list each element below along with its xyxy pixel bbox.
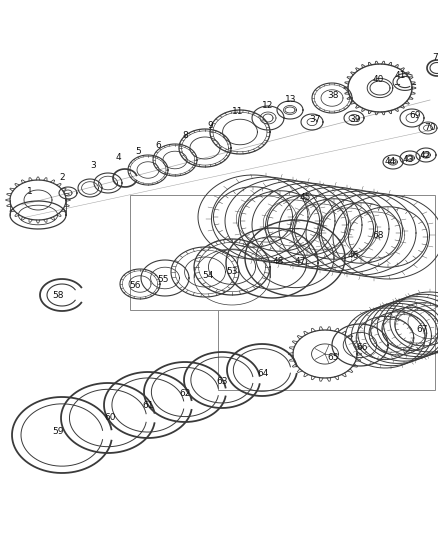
Text: 54: 54 bbox=[202, 271, 213, 280]
Text: 1: 1 bbox=[27, 188, 33, 197]
Text: 45: 45 bbox=[299, 193, 310, 203]
Text: 12: 12 bbox=[262, 101, 273, 109]
Text: 47: 47 bbox=[293, 257, 305, 266]
Text: 38: 38 bbox=[326, 91, 338, 100]
Text: 43: 43 bbox=[401, 156, 413, 165]
Text: 13: 13 bbox=[285, 95, 296, 104]
Text: 44: 44 bbox=[384, 157, 395, 166]
Text: 48: 48 bbox=[272, 257, 283, 266]
Text: 55: 55 bbox=[157, 276, 168, 285]
Text: 37: 37 bbox=[308, 116, 320, 125]
Text: 6: 6 bbox=[155, 141, 160, 149]
Text: 41: 41 bbox=[393, 70, 405, 79]
Text: 46: 46 bbox=[346, 251, 358, 260]
Text: 4: 4 bbox=[115, 154, 120, 163]
Text: 63: 63 bbox=[216, 377, 227, 386]
Text: 59: 59 bbox=[52, 427, 64, 437]
Text: 40: 40 bbox=[371, 76, 383, 85]
Text: 64: 64 bbox=[257, 368, 268, 377]
Text: 70: 70 bbox=[423, 124, 435, 133]
Text: 2: 2 bbox=[59, 173, 65, 182]
Text: 60: 60 bbox=[104, 414, 116, 423]
Text: 62: 62 bbox=[179, 389, 190, 398]
Text: 69: 69 bbox=[408, 110, 420, 119]
Text: 68: 68 bbox=[371, 230, 383, 239]
Text: 71: 71 bbox=[431, 53, 438, 62]
Text: 42: 42 bbox=[418, 150, 430, 159]
Text: 65: 65 bbox=[326, 353, 338, 362]
Text: 9: 9 bbox=[207, 120, 212, 130]
Text: 67: 67 bbox=[415, 326, 427, 335]
Text: 61: 61 bbox=[142, 401, 153, 410]
Text: 66: 66 bbox=[356, 343, 367, 352]
Text: 3: 3 bbox=[90, 160, 95, 169]
Text: 8: 8 bbox=[182, 131, 187, 140]
Text: 11: 11 bbox=[232, 108, 243, 117]
Text: 56: 56 bbox=[129, 280, 141, 289]
Text: 5: 5 bbox=[135, 148, 141, 157]
Text: 58: 58 bbox=[52, 290, 64, 300]
Text: 39: 39 bbox=[349, 116, 360, 125]
Text: 53: 53 bbox=[226, 268, 237, 277]
